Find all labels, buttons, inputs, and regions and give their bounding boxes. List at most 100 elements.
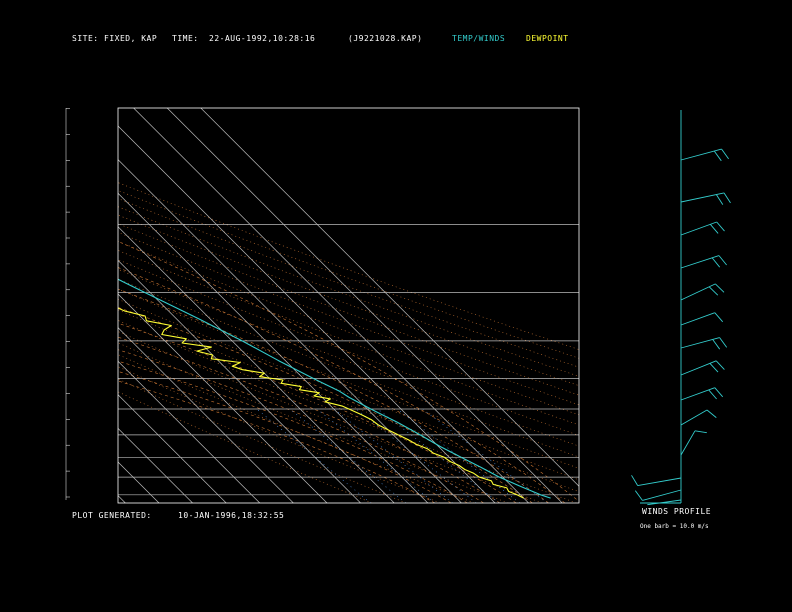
legend-temp: TEMP/WINDS <box>452 34 506 43</box>
mixing-ratio-line <box>356 408 477 503</box>
isotherm <box>0 108 92 503</box>
isotherm <box>0 108 25 503</box>
wind-barb-feather <box>719 337 728 348</box>
wind-barb <box>637 477 682 487</box>
wind-barb-feather <box>721 148 729 160</box>
wind-barb-feather <box>694 430 707 434</box>
isotherm <box>166 108 563 503</box>
wind-barb-feather <box>709 224 719 234</box>
legend-dewpoint: DEWPOINT <box>526 34 569 43</box>
site-value: FIXED, KAP <box>104 34 158 43</box>
wind-barb-feather <box>634 490 643 501</box>
time-label: TIME: <box>172 34 199 43</box>
wind-barb-feather <box>706 409 717 418</box>
isotherm <box>118 259 361 503</box>
isotherm <box>118 226 395 503</box>
isotherm <box>118 125 496 503</box>
dry-adiabat <box>118 309 579 493</box>
moist-adiabat <box>118 360 468 503</box>
mixing-ratio-line <box>396 408 521 503</box>
wind-barb <box>680 387 715 401</box>
dry-adiabat <box>118 288 579 469</box>
dry-adiabat <box>118 240 579 416</box>
mixing-ratio-line <box>333 408 453 503</box>
moist-adiabat <box>118 380 435 503</box>
isotherm <box>200 108 579 487</box>
mixing-ratio-lines <box>256 408 548 503</box>
time-value: 22-AUG-1992,10:28:16 <box>209 34 316 43</box>
isotherm <box>118 159 462 503</box>
plot-generated-value: 10-JAN-1996,18:32:55 <box>178 511 285 520</box>
wind-barb-feather <box>714 387 724 398</box>
dry-adiabat <box>118 354 475 503</box>
wind-barb <box>680 360 717 376</box>
wind-barb-feather <box>715 283 725 293</box>
dry-adiabat <box>118 214 579 386</box>
wind-barb <box>680 192 725 203</box>
dry-adiabat <box>118 223 579 396</box>
isotherm <box>118 192 429 503</box>
moist-adiabat <box>118 307 533 503</box>
isotherms <box>0 108 579 503</box>
wind-barb <box>647 499 682 506</box>
moist-adiabat <box>118 336 501 503</box>
dry-adiabat <box>118 206 579 377</box>
wind-profile <box>631 110 731 506</box>
wind-barb <box>680 148 722 161</box>
isotherm <box>0 108 58 503</box>
dry-adiabat <box>118 298 579 481</box>
dewpoint-trace <box>118 307 524 499</box>
plot-border <box>117 107 580 504</box>
dry-adiabat <box>118 190 579 359</box>
winds-profile-title: WINDS PROFILE <box>642 507 712 516</box>
dry-adiabats <box>118 182 579 503</box>
isotherm <box>118 360 261 503</box>
file-id: (J9221028.KAP) <box>348 34 423 43</box>
dry-adiabat <box>118 198 579 368</box>
wind-barb <box>680 430 696 456</box>
dry-adiabat <box>118 278 579 458</box>
dry-adiabat <box>118 391 373 503</box>
isotherm <box>118 293 328 503</box>
isotherm <box>118 461 160 503</box>
temp-trace <box>118 278 551 499</box>
mixing-ratio-line <box>316 408 435 503</box>
barb-scale-note: One barb = 10.0 m/s <box>640 523 709 530</box>
wind-barb-feather <box>712 339 721 350</box>
moist-adiabat <box>118 267 566 503</box>
dry-adiabat <box>118 320 577 503</box>
isotherm <box>118 327 294 503</box>
moist-adiabats <box>118 241 579 503</box>
wind-barb <box>680 409 708 426</box>
wind-barb-feather <box>718 255 727 266</box>
wind-barb <box>680 221 717 236</box>
wind-barb-feather <box>714 312 724 323</box>
axis-labels <box>65 108 70 500</box>
wind-barb-feather <box>708 389 717 400</box>
plot-frame <box>117 107 580 504</box>
wind-barb-feather <box>708 286 719 296</box>
wind-barb-feather <box>715 194 724 205</box>
dry-adiabat <box>118 378 407 503</box>
isotherm <box>118 495 126 503</box>
wind-barb-feather <box>715 360 725 370</box>
plot-generated-label: PLOT GENERATED: <box>72 511 152 520</box>
isotherm <box>118 427 193 503</box>
moist-adiabat <box>118 241 579 502</box>
wind-barb <box>680 337 720 349</box>
wind-barb <box>680 255 720 269</box>
wind-barb-feather <box>723 192 731 204</box>
moist-adiabat <box>118 371 452 503</box>
isobars <box>118 224 579 496</box>
isotherm <box>118 394 227 503</box>
dry-adiabat <box>118 250 579 426</box>
moist-adiabat <box>118 322 517 503</box>
moist-adiabat <box>118 288 549 503</box>
dry-adiabat <box>118 342 509 503</box>
wind-barb-feather <box>631 475 639 486</box>
dry-adiabat <box>118 182 579 350</box>
wind-barb <box>680 283 716 301</box>
isotherm <box>133 108 529 503</box>
wind-barb-feather <box>711 257 721 268</box>
